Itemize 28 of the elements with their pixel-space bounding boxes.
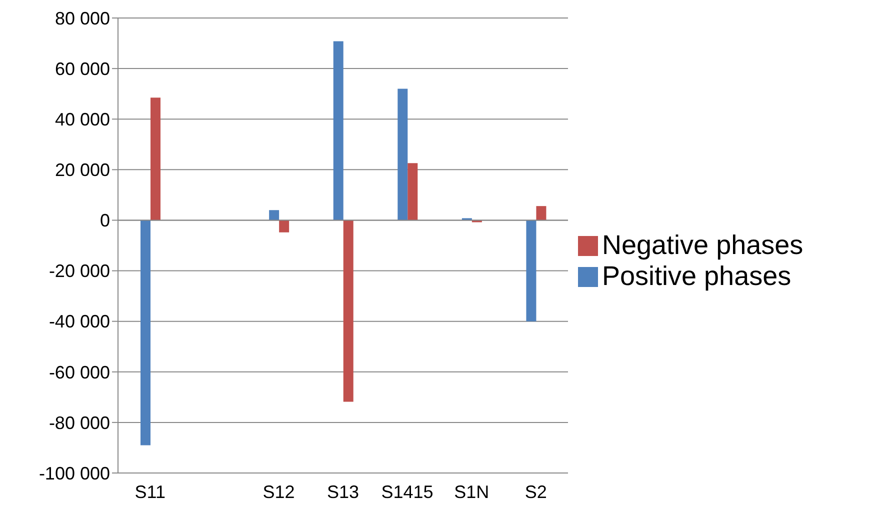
y-tick-label: -20 000 xyxy=(48,261,110,282)
x-tick-label: S1N xyxy=(454,482,490,502)
bar xyxy=(269,210,280,220)
legend-label: Positive phases xyxy=(602,260,792,290)
bar xyxy=(408,163,418,220)
x-tick-label: S2 xyxy=(524,482,547,502)
y-tick-label: -40 000 xyxy=(48,312,110,332)
bar xyxy=(343,220,354,402)
y-tick-label: 80 000 xyxy=(54,8,110,28)
y-tick-label: 20 000 xyxy=(54,160,110,180)
x-tick-label: S1415 xyxy=(381,482,434,502)
y-tick-label: 0 xyxy=(100,210,110,231)
bar xyxy=(398,88,408,220)
bar xyxy=(526,220,536,322)
bar xyxy=(536,206,546,220)
y-tick-label: 60 000 xyxy=(54,58,110,79)
bar xyxy=(333,41,344,220)
y-tick-label: -80 000 xyxy=(48,412,110,433)
bar xyxy=(279,220,290,232)
legend-label: Negative phases xyxy=(602,230,804,260)
x-tick-label: S13 xyxy=(326,482,360,502)
bar xyxy=(150,98,160,220)
y-tick-label: -60 000 xyxy=(48,362,110,382)
x-tick-label: S11 xyxy=(134,482,166,502)
bar xyxy=(140,220,150,446)
y-tick-label: 40 000 xyxy=(54,110,110,130)
y-tick-label: -100 000 xyxy=(38,463,110,484)
x-tick-label: S12 xyxy=(262,482,295,502)
